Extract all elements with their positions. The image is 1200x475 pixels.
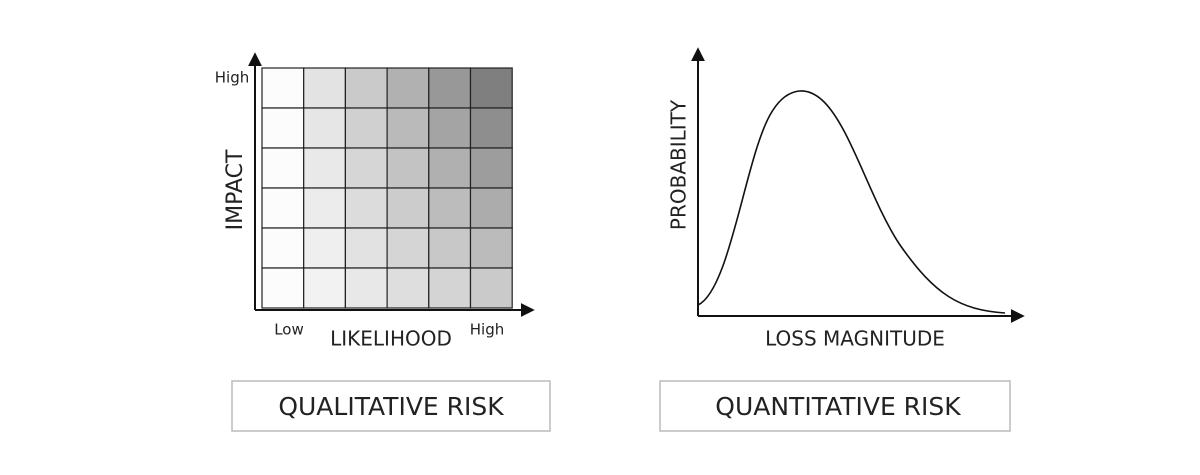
matrix-cell — [261, 267, 305, 309]
matrix-cell — [344, 187, 388, 229]
matrix-cell — [303, 147, 347, 189]
matrix-cell — [261, 147, 305, 189]
matrix-cell — [344, 107, 388, 149]
matrix-cell — [469, 187, 513, 229]
matrix-cell — [344, 227, 388, 269]
matrix-cell — [386, 187, 430, 229]
matrix-cell — [303, 107, 347, 149]
matrix-cell — [386, 227, 430, 269]
matrix-cell — [428, 267, 472, 309]
x-high-label: High — [470, 321, 504, 339]
matrix-cell — [469, 267, 513, 309]
matrix-cell — [428, 67, 472, 109]
matrix-cell — [428, 107, 472, 149]
caption-box — [659, 380, 1011, 432]
matrix-cell — [261, 67, 305, 109]
y-axis-label: IMPACT — [223, 149, 248, 230]
x-low-label: Low — [274, 321, 304, 339]
matrix-cell — [386, 107, 430, 149]
x-axis-label: LOSS MAGNITUDE — [765, 327, 945, 351]
matrix-cell — [469, 227, 513, 269]
matrix-cell — [261, 107, 305, 149]
matrix-cell — [386, 67, 430, 109]
matrix-cell — [428, 227, 472, 269]
y-high-label: High — [215, 69, 249, 87]
caption: QUALITATIVE RISK — [278, 392, 504, 421]
y-axis-label: PROBABILITY — [667, 99, 691, 230]
matrix-cell — [469, 147, 513, 189]
matrix-cell — [386, 147, 430, 189]
risk-matrix — [261, 67, 513, 309]
matrix-cell — [469, 107, 513, 149]
matrix-cell — [303, 227, 347, 269]
matrix-cell — [344, 147, 388, 189]
matrix-cell — [469, 67, 513, 109]
caption-box — [231, 380, 551, 432]
matrix-cell — [386, 267, 430, 309]
matrix-cell — [303, 267, 347, 309]
caption: QUANTITATIVE RISK — [715, 392, 961, 421]
matrix-cell — [344, 267, 388, 309]
distribution-curve — [697, 90, 1006, 314]
matrix-cell — [303, 67, 347, 109]
matrix-cell — [428, 147, 472, 189]
matrix-cell — [344, 67, 388, 109]
matrix-cell — [428, 187, 472, 229]
matrix-cell — [303, 187, 347, 229]
x-axis-label: LIKELIHOOD — [330, 327, 452, 351]
matrix-cell — [261, 227, 305, 269]
matrix-cell — [261, 187, 305, 229]
